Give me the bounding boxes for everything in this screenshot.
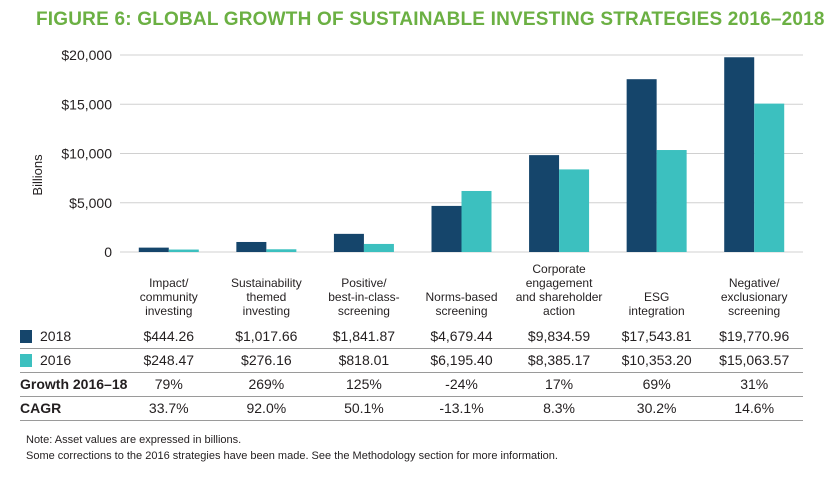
category-label-line: Positive/ xyxy=(341,276,387,290)
note-line-2: Some corrections to the 2016 strategies … xyxy=(26,450,558,462)
category-label-line: ESG xyxy=(643,290,670,304)
table-cell: 17% xyxy=(545,376,574,392)
category-label-line: and shareholder xyxy=(515,290,603,304)
category-label-line: best-in-class- xyxy=(328,290,400,304)
table-cell: $1,841.87 xyxy=(332,328,396,344)
table-cell: 92.0% xyxy=(246,400,287,416)
category-label-line: Negative/ xyxy=(728,276,780,290)
table-cell: 69% xyxy=(642,376,671,392)
category-label-line: engagement xyxy=(525,276,593,290)
bar-2016 xyxy=(461,190,492,252)
table-cell: 125% xyxy=(346,376,382,392)
table-cell: $818.01 xyxy=(338,352,390,368)
category-label-line: community xyxy=(139,290,198,304)
table-cell: $6,195.40 xyxy=(430,352,493,368)
bar-2018 xyxy=(333,233,364,252)
category-label-line: investing xyxy=(145,304,193,318)
category-label-line: investing xyxy=(242,304,291,318)
table-cell: $4,679.44 xyxy=(430,328,493,344)
row-label-text: CAGR xyxy=(20,400,62,416)
row-label-text: 2016 xyxy=(40,352,72,368)
y-tick-label: $20,000 xyxy=(61,47,112,63)
y-axis-ticks: 0 $5,000 $10,000 $15,000 $20,000 xyxy=(61,47,112,260)
bar-2018 xyxy=(138,247,169,252)
table-cell: 33.7% xyxy=(148,400,189,416)
category-label: Negative/exclusionary screening xyxy=(706,258,802,318)
category-label: Sustainability themed investing xyxy=(218,258,314,318)
table-cell: 50.1% xyxy=(344,400,384,416)
category-label-line: screening xyxy=(337,304,390,318)
category-label-line: screening xyxy=(435,304,488,318)
table-cell: 79% xyxy=(154,376,183,392)
category-label-line: Norms-based xyxy=(425,290,498,304)
category-label-line: Sustainability xyxy=(230,276,302,290)
bar-2016 xyxy=(168,249,199,252)
table-cell: 269% xyxy=(248,376,285,392)
table-cell: $1,017.66 xyxy=(235,328,298,344)
category-label-line: screening xyxy=(728,304,781,318)
category-label: ESG integration xyxy=(609,258,705,318)
bar-2016 xyxy=(266,249,297,252)
note-line-1: Note: Asset values are expressed in bill… xyxy=(26,434,242,446)
bars xyxy=(138,57,785,252)
category-label: Positive/best-in-class-screening xyxy=(316,258,412,318)
table-row-divider xyxy=(20,372,803,373)
table-cell: $8,385.17 xyxy=(527,352,591,368)
bar-2016 xyxy=(656,150,687,252)
table-row-label: 2016 xyxy=(20,349,71,371)
row-label-text: 2018 xyxy=(40,328,72,344)
table-cell: 8.3% xyxy=(543,400,576,416)
category-label: Corporate engagement and shareholder action xyxy=(511,258,607,318)
table-cell: 31% xyxy=(740,376,769,392)
category-label: Impact/community investing xyxy=(121,258,217,318)
bar-2018 xyxy=(626,79,657,252)
legend-swatch-2016 xyxy=(20,353,32,367)
bar-chart: 0 $5,000 $10,000 $15,000 $20,000 Billions xyxy=(30,47,803,260)
bar-2018 xyxy=(236,241,267,252)
bar-2018 xyxy=(529,155,560,252)
table-cell: $10,353.20 xyxy=(621,352,692,368)
table-row-label: 2018 xyxy=(20,325,71,347)
table-cell: $276.16 xyxy=(241,352,292,368)
category-label-line: action xyxy=(543,304,576,318)
table-cell: $248.47 xyxy=(143,352,195,368)
table-cell: $17,543.81 xyxy=(621,328,692,344)
y-tick-label: $5,000 xyxy=(69,195,112,211)
row-label-text: Growth 2016–18 xyxy=(20,376,128,392)
table-cell: $9,834.59 xyxy=(527,328,591,344)
category-label-line: exclusionary xyxy=(720,290,788,304)
bar-2018 xyxy=(724,57,755,252)
figure-title: FIGURE 6: GLOBAL GROWTH OF SUSTAINABLE I… xyxy=(36,9,825,30)
category-label-line: integration xyxy=(628,304,685,318)
table-cell: 30.2% xyxy=(636,400,677,416)
y-tick-label: $15,000 xyxy=(61,96,112,112)
table-cell: $15,063.57 xyxy=(719,352,790,368)
category-label-line: Corporate xyxy=(532,262,586,276)
table-row-divider xyxy=(20,420,803,421)
table-row-divider xyxy=(20,396,803,397)
category-label: Norms-based screening xyxy=(414,258,510,318)
table-cell: -13.1% xyxy=(439,400,484,416)
y-axis-label: Billions xyxy=(30,154,45,196)
category-label-line: Impact/ xyxy=(149,276,189,290)
table-cell: $19,770.96 xyxy=(719,328,790,344)
category-label-line: themed xyxy=(246,290,287,304)
table-row-label: Growth 2016–18 xyxy=(20,373,127,395)
legend-swatch-2018 xyxy=(20,329,32,343)
y-tick-label: $10,000 xyxy=(61,146,112,162)
bar-2016 xyxy=(559,169,590,252)
table-row-label: CAGR xyxy=(20,397,61,419)
table-cell: 14.6% xyxy=(734,400,775,416)
table-cell: $444.26 xyxy=(143,328,195,344)
table-cell: -24% xyxy=(445,376,478,392)
y-tick-label: 0 xyxy=(104,244,112,260)
bar-2016 xyxy=(363,243,394,252)
table-row-divider xyxy=(20,348,803,349)
bar-2018 xyxy=(431,205,462,252)
bar-2016 xyxy=(754,103,785,252)
